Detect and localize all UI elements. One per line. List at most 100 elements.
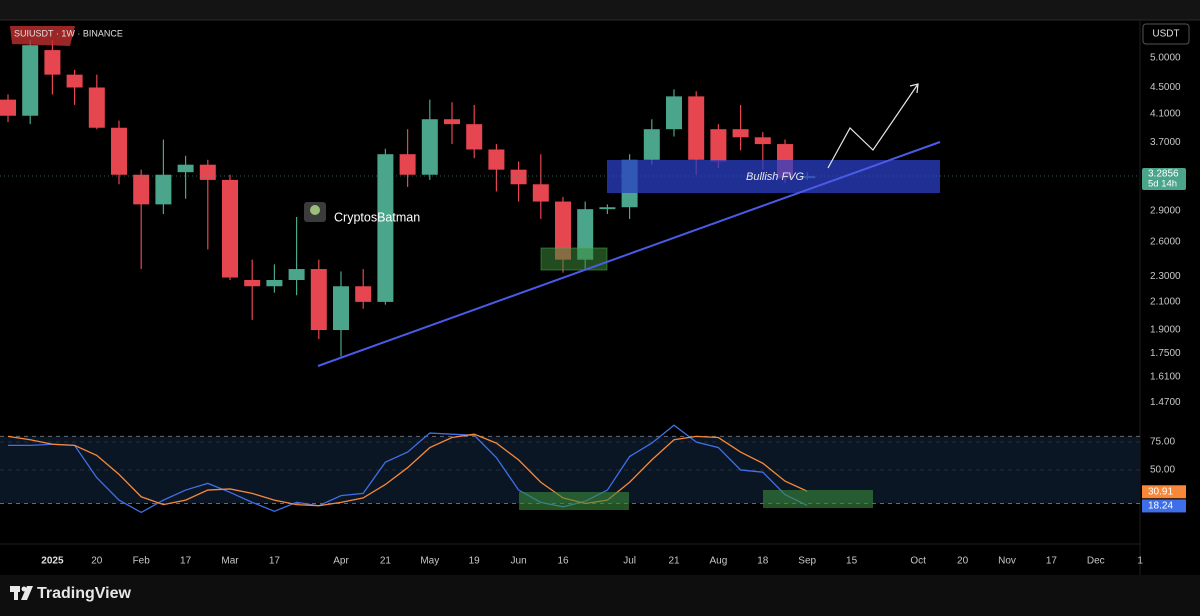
- x-tick-label: Dec: [1087, 556, 1105, 567]
- drawings: Bullish FVG CryptosBatman: [10, 26, 941, 510]
- candle-body: [355, 286, 372, 302]
- value-tag-label: 30.91: [1148, 486, 1173, 497]
- candle-body: [555, 201, 571, 260]
- y-tick-label: 4.5000: [1150, 82, 1181, 93]
- top-strip: [0, 0, 1200, 20]
- y-tick-label: 1.6100: [1150, 371, 1181, 382]
- x-tick-label: 20: [957, 556, 969, 567]
- watermark: CryptosBatman: [334, 210, 420, 224]
- indicator-line: [7, 433, 808, 507]
- candle-body: [577, 209, 594, 260]
- x-tick-label: Aug: [710, 556, 728, 567]
- y-tick-label: 2.1000: [1150, 297, 1181, 308]
- x-tick-label: 17: [269, 556, 281, 567]
- candle-body: [421, 119, 438, 175]
- candle-body: [377, 154, 394, 302]
- candle-body: [643, 129, 660, 160]
- x-tick-label: Sep: [798, 556, 816, 567]
- candle-body: [599, 207, 616, 210]
- x-tick-label: 16: [557, 556, 569, 567]
- candle-body: [88, 87, 105, 128]
- watermark-icon: [310, 205, 320, 215]
- candle-body: [666, 96, 682, 130]
- candle-body: [177, 164, 194, 173]
- x-tick-label: 18: [757, 556, 769, 567]
- currency[interactable]: USDT: [1152, 29, 1179, 40]
- candle-body: [510, 169, 527, 185]
- candle-body: [44, 50, 61, 75]
- brand-logo: TradingView: [10, 585, 132, 602]
- candle-body: [66, 74, 83, 88]
- y-tick-label: 1.9000: [1150, 325, 1181, 336]
- y-tick-label: 2.3000: [1150, 271, 1181, 282]
- axes: 5.0000 4.5000 4.1000 3.7000 2.9000 2.6000 2.30…: [41, 52, 1186, 567]
- y-tick-label: 1.7500: [1150, 348, 1181, 359]
- x-tick-label: Feb: [133, 556, 151, 567]
- zone-label: Bullish FVG: [746, 171, 805, 183]
- candle-body: [532, 184, 549, 202]
- demand-box: [540, 247, 608, 271]
- candle-body: [710, 129, 727, 162]
- logo-mark: [14, 586, 18, 600]
- candle-body: [0, 99, 16, 116]
- y-tick-label: 4.1000: [1150, 108, 1181, 119]
- fvg-zone: [607, 160, 940, 193]
- candle-body: [244, 279, 261, 287]
- candle-body: [732, 129, 749, 138]
- x-tick-label: 20: [91, 556, 103, 567]
- value-tag-label: 18.24: [1148, 501, 1173, 512]
- x-tick-label: 21: [380, 556, 392, 567]
- y-tick-label: 2.6000: [1150, 236, 1181, 247]
- candle-body: [288, 269, 305, 280]
- y-tick-label: 50.00: [1150, 465, 1175, 476]
- y-tick-label: 2.9000: [1150, 206, 1181, 217]
- x-tick-label: Oct: [910, 556, 926, 567]
- candle-body: [333, 286, 349, 331]
- candle-body: [466, 124, 483, 150]
- last-price: 3.2856: [1148, 169, 1179, 180]
- projection-arrow: [827, 83, 919, 169]
- candle-body: [222, 179, 238, 278]
- y-tick-label: 1.4700: [1150, 397, 1181, 408]
- oversold-box: [519, 492, 629, 510]
- x-tick-label: 1: [1137, 556, 1143, 567]
- x-tick-label: Nov: [998, 556, 1016, 567]
- x-tick-label: Jul: [623, 556, 636, 567]
- oversold-box: [763, 490, 873, 508]
- candle-body: [111, 127, 127, 175]
- x-tick-label: 15: [846, 556, 858, 567]
- arrow-head: [909, 83, 919, 94]
- candle-body: [754, 137, 771, 145]
- x-tick-label: May: [420, 556, 439, 567]
- currency-button[interactable]: [1142, 23, 1190, 45]
- chart-title: SUIUSDT · 1W · BINANCE: [14, 28, 123, 38]
- value-tag: [1142, 485, 1186, 499]
- candle-body: [488, 149, 505, 170]
- y-tick-label: 5.0000: [1150, 52, 1181, 63]
- countdown: 5d 14h: [1148, 178, 1177, 189]
- candle-body: [199, 164, 216, 180]
- y-tick-label: 3.7000: [1150, 137, 1181, 148]
- candle-body: [155, 174, 172, 205]
- candle-body: [399, 154, 416, 175]
- price-tag: [1142, 167, 1186, 190]
- x-tick-label: 2025: [41, 556, 64, 567]
- x-tick-label: Jun: [511, 556, 527, 567]
- candle-body: [444, 119, 460, 125]
- brand: TradingView: [37, 585, 132, 602]
- y-tick-label: 75.00: [1150, 437, 1175, 448]
- candle-body: [22, 45, 39, 116]
- x-tick-label: 19: [469, 556, 481, 567]
- indicator-line: [8, 424, 808, 514]
- x-tick-label: 17: [180, 556, 192, 567]
- bottom-strip: [0, 575, 1200, 616]
- trend-line: [317, 141, 941, 367]
- x-tick-label: Mar: [221, 556, 239, 567]
- candle-body: [310, 269, 327, 331]
- x-tick-label: 21: [668, 556, 680, 567]
- x-tick-label: 17: [1046, 556, 1058, 567]
- header-highlight: [10, 26, 75, 46]
- logo-mark: [21, 586, 33, 600]
